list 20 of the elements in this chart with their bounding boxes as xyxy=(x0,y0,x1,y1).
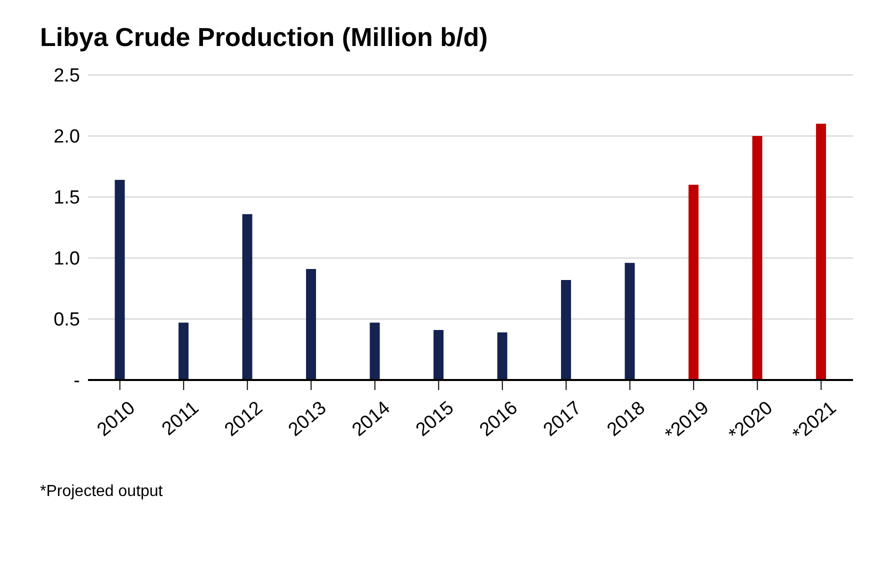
y-tick-label: 2.0 xyxy=(54,126,80,148)
y-tick-label: 2.5 xyxy=(54,66,80,87)
y-tick-label: 1.5 xyxy=(54,188,80,209)
bar xyxy=(434,330,444,380)
bar xyxy=(816,124,826,380)
bar xyxy=(178,322,189,380)
text: *Projected output xyxy=(39,483,164,501)
bar xyxy=(242,214,252,380)
bar xyxy=(497,332,508,380)
y-tick-label: 1.0 xyxy=(54,248,80,270)
bar xyxy=(752,136,762,380)
chart-title: Libya Crude Production (Million b/d) xyxy=(39,21,489,54)
y-tick-label: 0.5 xyxy=(54,310,80,331)
bar xyxy=(306,268,316,380)
bar xyxy=(114,180,125,380)
bar xyxy=(624,262,635,380)
y-tick-label: - xyxy=(74,370,80,392)
bar xyxy=(370,322,380,380)
bar xyxy=(688,184,699,380)
bar xyxy=(561,280,572,380)
